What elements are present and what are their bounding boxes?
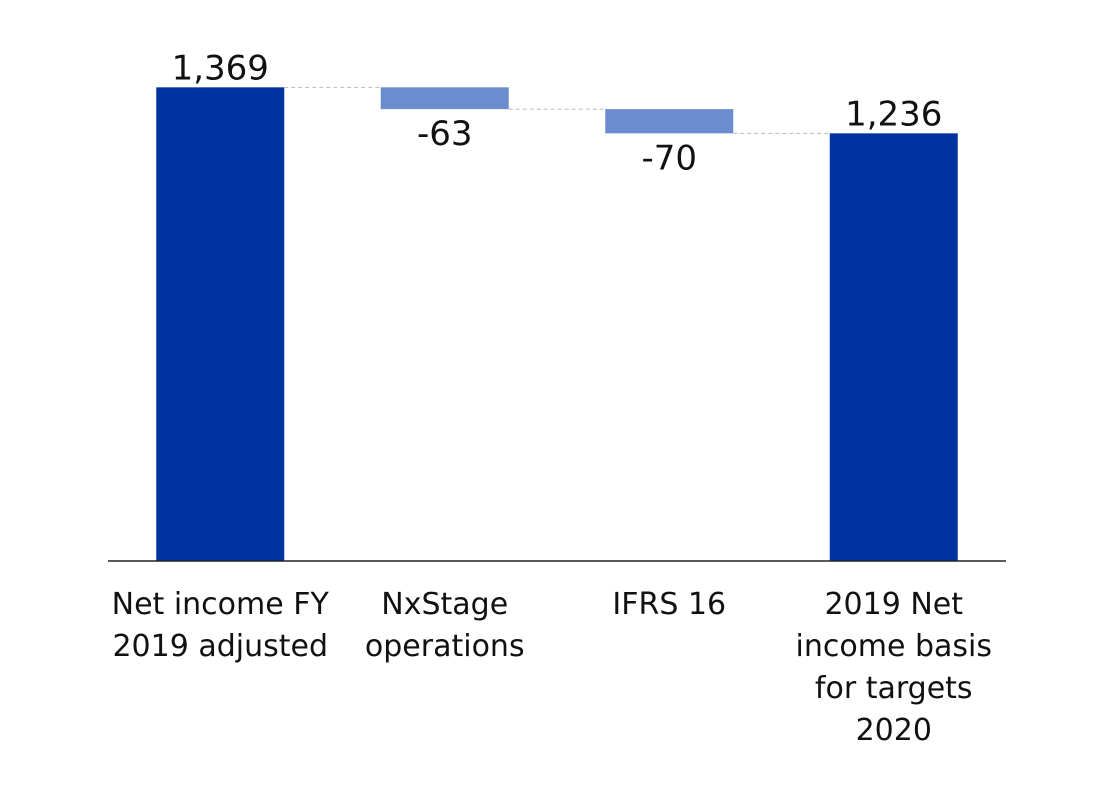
value-label: -63 xyxy=(417,114,473,154)
bar xyxy=(156,87,285,562)
x-tick-label: 2019 Net income basis for targets 2020 xyxy=(795,587,992,748)
x-tick-label: NxStage operations xyxy=(364,587,525,664)
x-tick-label: IFRS 16 xyxy=(612,587,727,622)
value-label: -70 xyxy=(641,138,697,178)
value-label: 1,369 xyxy=(172,48,269,88)
bar xyxy=(380,87,509,110)
value-label: 1,236 xyxy=(845,94,942,134)
bar xyxy=(605,109,734,134)
x-tick-label: Net income FY 2019 adjusted xyxy=(111,587,329,664)
bar xyxy=(829,133,958,561)
